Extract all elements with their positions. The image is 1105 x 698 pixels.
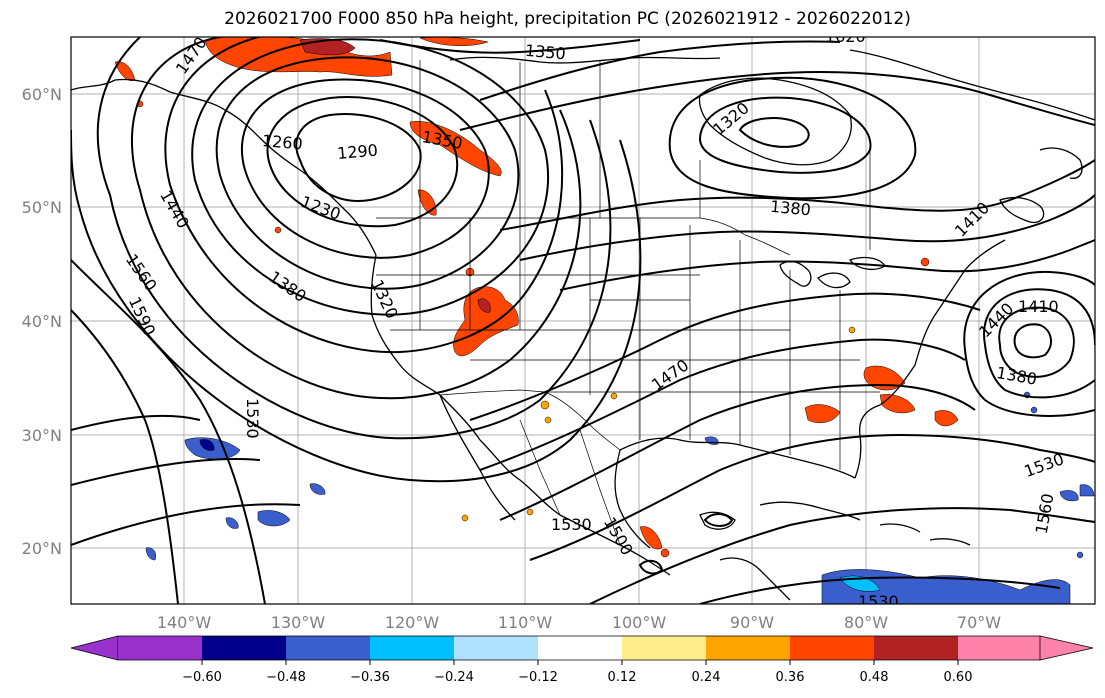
lat-label: 50°N [22,198,62,217]
colorbar-bin [538,636,622,660]
contour-label: 1530 [858,592,899,611]
lon-label: 110°W [498,613,553,632]
colorbar-bin [370,636,454,660]
contour-label: 1350 [524,41,566,63]
colorbar-extend-low [70,635,119,661]
colorbar-bin [118,636,202,660]
colorbar-tick-label: 0.60 [944,670,973,685]
colorbar-tick-label: −0.60 [182,670,222,685]
contour-label: 1290 [336,140,378,162]
colorbar-bin [706,636,790,660]
lat-label: 60°N [22,85,62,104]
map-title: 2026021700 F000 850 hPa height, precipit… [224,9,911,29]
lon-label: 130°W [271,613,326,632]
latitude-axis: 60°N 50°N 40°N 30°N 20°N [22,85,62,558]
contour-label: 1530 [551,515,592,534]
colorbar-tick-label: 0.12 [608,670,637,685]
colorbar-bin [958,636,1040,660]
contour-label: 1260 [261,131,303,153]
colorbar-bin [622,636,706,660]
colorbar: −0.60 −0.48 −0.36 −0.24 −0.12 0.12 0.24 … [70,635,1094,685]
height-contours [71,37,1095,604]
lat-label: 40°N [22,312,62,331]
colorbar-tick-label: −0.24 [434,670,474,685]
contour-label: 1410 [1018,297,1059,316]
colorbar-bin [202,636,286,660]
colorbar-extend-high [1039,635,1094,661]
colorbar-tick-label: −0.48 [266,670,306,685]
colorbar-bin [286,636,370,660]
lon-label: 100°W [612,613,667,632]
longitude-axis: 140°W 130°W 120°W 110°W 100°W 90°W 80°W … [157,613,1001,632]
contour-label: 1380 [769,197,811,219]
colorbar-tick-label: 0.48 [860,670,889,685]
map-frame [70,36,1096,605]
colorbar-bin [454,636,538,660]
colorbar-bin [874,636,958,660]
lon-label: 70°W [957,613,1001,632]
lat-label: 30°N [22,426,62,445]
colorbar-bin [790,636,874,660]
lon-label: 120°W [385,613,440,632]
colorbar-tick-label: −0.12 [518,670,558,685]
contour-label: 1620 [825,27,866,46]
colorbar-tick-label: 0.24 [692,670,721,685]
lon-label: 80°W [844,613,888,632]
lon-label: 140°W [157,613,212,632]
colorbar-tick-label: −0.36 [350,670,390,685]
contour-label: 1530 [243,398,262,439]
colorbar-tick-label: 0.36 [776,670,805,685]
lat-label: 20°N [22,539,62,558]
lon-label: 90°W [730,613,774,632]
